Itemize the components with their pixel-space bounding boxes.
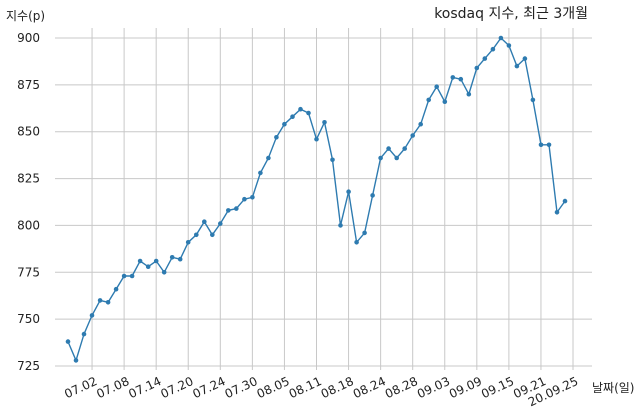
data-point xyxy=(73,358,79,363)
x-tick-label: 08.05 xyxy=(255,374,292,401)
x-tick-label: 08.28 xyxy=(383,374,420,401)
data-point xyxy=(346,189,351,194)
data-point xyxy=(298,106,303,112)
y-tick-label: 900 xyxy=(17,31,40,45)
y-tick-label: 825 xyxy=(17,172,40,186)
y-tick-label: 800 xyxy=(17,218,40,232)
data-point xyxy=(538,142,544,148)
x-axis-label: 날짜(일) xyxy=(592,381,634,395)
data-point xyxy=(314,136,319,142)
data-point xyxy=(330,157,335,163)
data-point xyxy=(362,230,367,236)
data-point xyxy=(226,208,231,213)
data-point xyxy=(322,120,327,125)
data-point xyxy=(145,264,151,270)
data-point xyxy=(482,56,488,61)
data-point xyxy=(234,206,239,211)
y-tick-label: 725 xyxy=(17,359,40,373)
y-tick-label: 850 xyxy=(17,125,40,139)
x-tick-label: 07.24 xyxy=(191,374,228,401)
data-point xyxy=(418,121,424,127)
data-point xyxy=(89,313,95,318)
data-point xyxy=(442,99,448,104)
data-point xyxy=(210,232,215,238)
data-point xyxy=(202,219,207,224)
data-point xyxy=(290,114,295,119)
y-axis-label: 지수(p) xyxy=(6,9,45,23)
data-point xyxy=(194,232,199,238)
data-point xyxy=(250,195,255,200)
data-point xyxy=(274,135,279,140)
data-point xyxy=(129,273,135,279)
data-point xyxy=(161,270,167,275)
data-point xyxy=(394,155,400,161)
y-tick-label: 750 xyxy=(17,312,40,326)
data-point xyxy=(306,110,311,116)
data-point xyxy=(177,256,183,262)
data-point xyxy=(466,91,472,97)
y-axis-ticks: 725 750 775 800 825 850 875 900 xyxy=(17,31,40,373)
data-point xyxy=(65,339,71,344)
data-point xyxy=(562,198,568,204)
data-point xyxy=(490,46,496,52)
data-point xyxy=(522,56,528,61)
data-point xyxy=(113,286,119,292)
data-point xyxy=(105,300,111,305)
data-point xyxy=(426,97,432,103)
data-point xyxy=(354,240,359,245)
data-point xyxy=(450,75,456,80)
data-point xyxy=(378,155,383,161)
x-tick-label: 08.11 xyxy=(287,374,324,401)
data-point xyxy=(458,76,464,82)
data-point xyxy=(266,155,271,161)
data-point xyxy=(386,146,391,151)
data-point xyxy=(370,193,375,198)
data-point xyxy=(121,273,127,279)
x-tick-label: 07.14 xyxy=(126,374,163,401)
x-tick-label: 07.02 xyxy=(62,374,99,401)
x-tick-label: 09.15 xyxy=(479,374,516,401)
x-tick-label: 08.24 xyxy=(351,374,388,401)
data-point xyxy=(434,84,440,89)
data-point xyxy=(506,43,512,48)
data-point xyxy=(218,221,223,226)
data-point xyxy=(474,65,480,71)
data-point xyxy=(153,258,159,264)
y-tick-label: 875 xyxy=(17,78,40,92)
data-point xyxy=(402,146,408,151)
x-tick-label: 07.20 xyxy=(158,374,195,401)
data-point xyxy=(242,196,247,202)
grid-lines xyxy=(55,28,592,370)
data-point xyxy=(169,254,175,260)
data-point xyxy=(137,258,143,264)
x-tick-label: 09.03 xyxy=(415,374,452,401)
chart-title: kosdaq 지수, 최근 3개월 xyxy=(434,6,588,22)
x-tick-label: 07.08 xyxy=(94,374,131,401)
x-tick-label: 09.09 xyxy=(447,374,484,401)
data-point xyxy=(338,223,343,228)
data-point xyxy=(514,63,520,69)
x-tick-label: 07.30 xyxy=(223,374,260,401)
data-point xyxy=(530,97,536,103)
data-point xyxy=(546,142,552,148)
data-point xyxy=(554,210,560,215)
x-tick-label: 08.18 xyxy=(319,374,356,401)
data-points xyxy=(65,35,568,363)
data-point xyxy=(97,298,103,303)
data-point xyxy=(185,240,191,245)
data-point xyxy=(282,121,287,127)
data-point xyxy=(81,331,87,337)
data-point xyxy=(410,133,416,138)
y-tick-label: 775 xyxy=(17,265,40,279)
data-point xyxy=(498,35,504,41)
data-point xyxy=(258,170,263,176)
x-axis-ticks: 07.0207.0807.1407.2007.2407.3008.0508.11… xyxy=(62,374,580,409)
